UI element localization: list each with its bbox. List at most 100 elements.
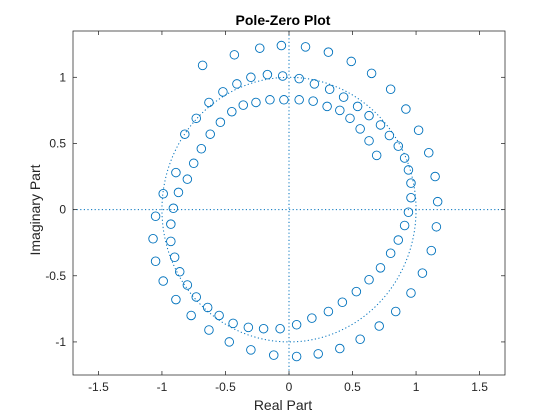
zero-marker [406,192,416,203]
zero-marker [432,196,443,207]
zero-marker [371,150,382,161]
zero-marker [158,276,168,286]
zero-marker [204,325,214,335]
zero-marker [243,322,254,333]
zero-marker [399,153,410,163]
zero-marker [182,174,193,184]
zero-marker [251,97,261,108]
zero-marker [390,306,401,317]
zero-marker [324,84,335,94]
zero-marker [258,323,269,334]
zero-marker [431,222,442,232]
zero-marker [255,43,265,53]
zero-marker [188,158,199,169]
zero-marker [197,60,208,71]
zero-marker [346,56,357,67]
zero-marker [430,171,440,182]
x-tick-label: -0.5 [215,380,236,394]
zero-marker [246,345,256,355]
zero-marker [335,343,345,354]
zero-marker [374,321,384,331]
zero-marker [148,233,158,244]
zero-marker [269,350,279,360]
zero-marker [166,219,176,229]
zero-marker [158,188,168,199]
zero-marker [355,334,365,345]
zero-marker [173,187,184,198]
zero-marker [279,95,289,105]
zero-marker [424,147,434,158]
zero-marker [338,92,349,102]
zero-marker [150,256,161,266]
x-tick-label: 0.5 [344,380,361,394]
zero-marker [300,42,311,52]
x-tick-label: 1 [413,380,420,394]
zero-marker [262,69,273,80]
zero-marker [224,337,235,347]
zero-marker [186,310,196,321]
zero-marker [401,104,411,114]
zero-marker [366,68,377,79]
zero-marker [275,323,285,334]
zero-marker [214,310,224,321]
zero-marker [384,130,395,141]
zero-marker [393,141,404,151]
zero-marker [417,268,428,278]
zero-marker [345,113,355,124]
zero-marker [150,211,161,221]
zero-marker [393,235,404,245]
zero-marker [385,248,396,259]
zero-marker [265,95,275,105]
zero-marker [351,286,362,297]
zero-marker [238,100,249,110]
zero-marker [294,95,304,105]
zero-marker [375,120,386,130]
zero-marker [364,274,374,285]
zero-marker [294,73,304,84]
y-tick-label: -1 [55,335,66,349]
zero-marker [204,97,214,108]
y-tick-label: -0.5 [45,269,66,283]
zero-marker [406,288,416,298]
axes-background [73,31,505,375]
y-axis-label: Imaginary Part [27,164,43,255]
y-ticks: -1 -0.5 0 0.5 1 [45,70,505,349]
zero-marker [169,252,180,262]
y-tick-label: 0.5 [49,136,66,150]
zero-marker [364,110,374,121]
zero-marker [307,313,317,323]
zero-marker [166,236,176,247]
zero-marker [313,349,323,359]
zero-marker [168,203,179,214]
zero-marker [180,129,190,139]
zero-marker [323,47,334,57]
zero-marker [229,50,240,60]
zero-marker [308,96,318,106]
zero-marker [171,294,181,305]
zero-marker [276,40,287,51]
zero-marker [277,71,288,81]
reference-lines-layer [73,31,505,375]
zero-marker [364,136,374,146]
zero-marker [196,144,207,154]
zero-marker [182,280,193,290]
zero-marker [355,124,365,134]
zero-marker [413,125,424,135]
x-tick-label: -1 [157,380,168,394]
x-tick-label: 0 [286,380,293,394]
zero-marker [337,297,348,307]
zero-marker [174,267,185,277]
x-axis-label: Real Part [254,397,312,413]
y-tick-label: 1 [59,70,66,84]
zero-marker [375,263,386,273]
x-ticks: -1.5 -1 -0.5 0 0.5 1 1.5 [88,31,488,394]
zero-marker [309,79,320,89]
zero-marker [352,101,363,112]
zero-marker [171,167,181,178]
zero-marker [399,220,410,231]
markers-layer [148,40,443,362]
y-tick-label: 0 [59,203,66,217]
zero-marker [385,84,396,94]
